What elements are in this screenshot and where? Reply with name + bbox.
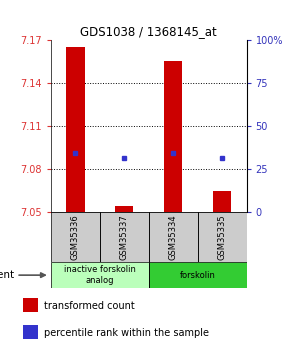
Bar xyxy=(213,190,231,212)
Bar xyxy=(23,325,38,338)
Text: agent: agent xyxy=(0,270,14,279)
Bar xyxy=(51,212,100,262)
Bar xyxy=(51,262,148,288)
Text: inactive forskolin
analog: inactive forskolin analog xyxy=(64,265,136,285)
Text: forskolin: forskolin xyxy=(180,270,215,280)
Text: transformed count: transformed count xyxy=(44,301,135,311)
Text: GSM35335: GSM35335 xyxy=(218,214,226,260)
Title: GDS1038 / 1368145_at: GDS1038 / 1368145_at xyxy=(80,26,217,39)
Bar xyxy=(148,212,197,262)
Bar xyxy=(197,212,246,262)
Text: percentile rank within the sample: percentile rank within the sample xyxy=(44,328,209,338)
Text: GSM35334: GSM35334 xyxy=(168,214,177,260)
Bar xyxy=(115,206,133,212)
Bar xyxy=(164,61,182,212)
Text: GSM35337: GSM35337 xyxy=(120,214,129,260)
Text: GSM35336: GSM35336 xyxy=(71,214,80,260)
Bar xyxy=(23,298,38,312)
Bar xyxy=(148,262,246,288)
Bar xyxy=(66,47,84,212)
Bar xyxy=(100,212,149,262)
